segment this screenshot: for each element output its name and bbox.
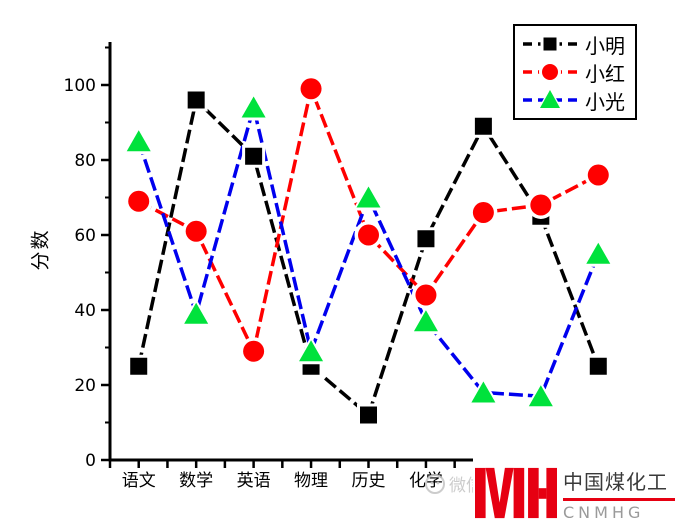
wechat-face-icon [425,473,445,494]
data-point [358,224,379,246]
legend-marker-square-icon [523,34,577,54]
data-point [300,78,322,100]
cnmhg-monogram-icon [475,467,557,519]
tick-label: 数学 [179,471,213,491]
legend-item-label: 小明 [585,33,625,58]
legend-item-label: 小红 [585,61,625,86]
tick-label: 60 [74,226,96,246]
data-point [184,302,209,324]
legend-marker-triangle-icon [523,88,577,111]
data-point [472,202,494,223]
data-point [299,340,324,362]
data-point [413,310,438,332]
tick-label: 40 [74,301,96,321]
data-point [187,91,205,109]
legend-item-label: 小光 [585,89,625,114]
data-point [474,117,492,135]
legend-marker-circle-icon [523,61,577,83]
tick-label: 100 [64,76,96,96]
logo-brand-en: CNMHG [563,503,645,522]
data-point [241,96,266,118]
data-point [356,186,381,208]
legend-item: 小明 [523,30,625,58]
data-point [185,220,207,242]
logo-divider [563,498,675,501]
data-point [586,242,611,264]
data-point [128,190,150,212]
legend-item: 小光 [523,86,625,114]
data-point [587,164,609,186]
tick-label: 物理 [294,471,328,491]
data-point [417,230,435,248]
logo-brand-cn: 中国煤化工 [563,470,668,494]
tick-label: 80 [74,151,96,171]
data-point [130,357,148,375]
data-point [126,130,151,152]
data-point [589,357,607,375]
tick-label: 20 [74,376,96,396]
tick-label: 历史 [352,471,386,491]
data-point [360,406,377,424]
data-point [471,381,496,403]
tick-label: 英语 [237,471,271,491]
chart-legend: 小明 小红 小光 [513,24,637,120]
data-point [530,194,552,216]
data-point [243,340,265,362]
data-point [528,385,553,407]
data-point [415,284,437,306]
tick-label: 语文 [122,471,156,491]
data-point [245,147,263,165]
cnmhg-logo: 中国煤化工 CNMHG [473,455,675,530]
legend-item: 小红 [523,58,625,86]
tick-label: 0 [85,451,96,471]
y-axis-title: 分数 [29,228,52,271]
